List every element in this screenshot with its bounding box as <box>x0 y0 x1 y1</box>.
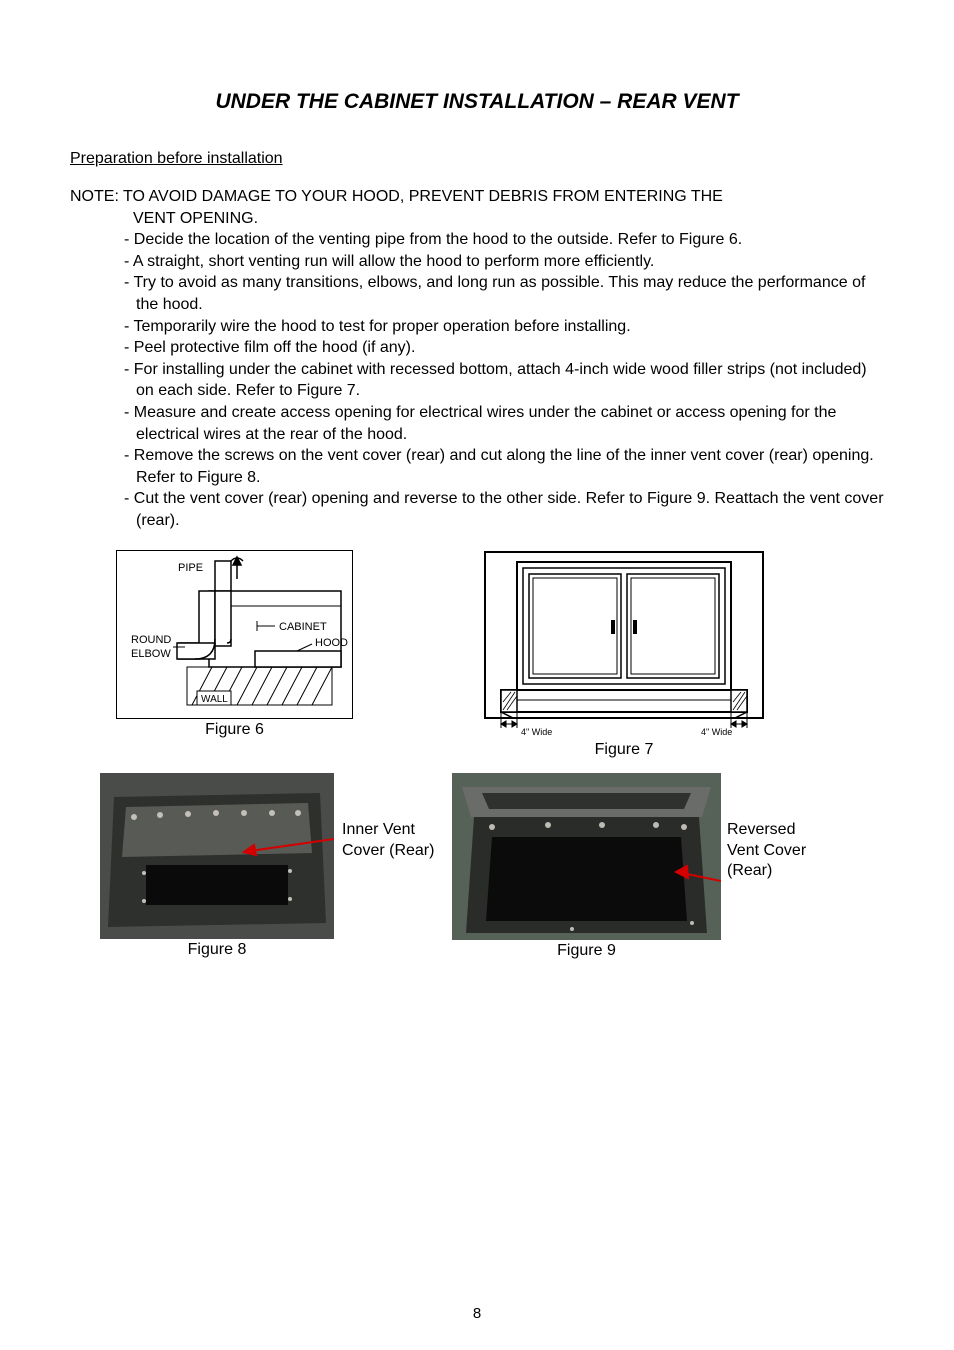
figure-6-block: PIPE CABINET HOOD ROUND ELBOW WALL Figur… <box>116 550 353 759</box>
bullet-item: Try to avoid as many transitions, elbows… <box>70 272 884 315</box>
bullet-item: Measure and create access opening for el… <box>70 402 884 445</box>
fig9-annot-line2: Vent Cover <box>727 841 806 862</box>
figure-9-caption: Figure 9 <box>557 942 616 960</box>
fig6-label-cabinet: CABINET <box>279 621 327 633</box>
bullet-item: Temporarily wire the hood to test for pr… <box>70 316 884 338</box>
page-number: 8 <box>0 1305 954 1322</box>
figure-7-block: 4" Wide 4" Wide Figure 7 <box>483 550 765 759</box>
fig7-label-left: 4" Wide <box>521 727 552 737</box>
figure-6-diagram: PIPE CABINET HOOD ROUND ELBOW WALL <box>116 550 353 719</box>
bullet-item: Decide the location of the venting pipe … <box>70 229 884 251</box>
figure-7-diagram: 4" Wide 4" Wide <box>483 550 765 739</box>
fig9-annot-line1: Reversed <box>727 820 806 841</box>
figure-9-photo <box>452 773 721 940</box>
page-title: UNDER THE CABINET INSTALLATION – REAR VE… <box>70 90 884 114</box>
note-line-2: VENT OPENING. <box>133 208 884 230</box>
figure-8-caption: Figure 8 <box>188 941 247 959</box>
fig6-label-round: ROUND <box>131 634 171 646</box>
bullet-list: Decide the location of the venting pipe … <box>70 229 884 531</box>
figure-row-2: Figure 8 Inner Vent Cover (Rear) <box>70 773 884 960</box>
figure-7-caption: Figure 7 <box>595 741 654 759</box>
figure-9-annotation: Reversed Vent Cover (Rear) <box>721 773 806 960</box>
figure-row-1: PIPE CABINET HOOD ROUND ELBOW WALL Figur… <box>70 550 884 759</box>
fig6-label-pipe: PIPE <box>178 562 203 574</box>
figure-9-block: Figure 9 <box>452 773 721 960</box>
fig8-annot-line1: Inner Vent <box>342 820 452 841</box>
bullet-item: Peel protective film off the hood (if an… <box>70 337 884 359</box>
fig6-label-hood: HOOD <box>315 637 348 649</box>
figure-6-caption: Figure 6 <box>205 721 264 739</box>
figure-8-photo <box>100 773 334 939</box>
page-container: UNDER THE CABINET INSTALLATION – REAR VE… <box>0 0 954 1350</box>
fig9-annot-line3: (Rear) <box>727 861 806 882</box>
bullet-item: A straight, short venting run will allow… <box>70 251 884 273</box>
fig8-annot-line2: Cover (Rear) <box>342 841 452 862</box>
note-line-1: NOTE: TO AVOID DAMAGE TO YOUR HOOD, PREV… <box>70 186 884 208</box>
figure-8-block: Figure 8 <box>100 773 334 960</box>
prep-heading: Preparation before installation <box>70 150 884 168</box>
bullet-item: Remove the screws on the vent cover (rea… <box>70 445 884 488</box>
bullet-item: For installing under the cabinet with re… <box>70 359 884 402</box>
fig6-label-wall: WALL <box>201 694 228 705</box>
note-block: NOTE: TO AVOID DAMAGE TO YOUR HOOD, PREV… <box>70 186 884 229</box>
bullet-item: Cut the vent cover (rear) opening and re… <box>70 488 884 531</box>
fig7-label-right: 4" Wide <box>701 727 732 737</box>
fig6-label-elbow: ELBOW <box>131 648 171 660</box>
figure-8-annotation: Inner Vent Cover (Rear) <box>334 773 452 960</box>
